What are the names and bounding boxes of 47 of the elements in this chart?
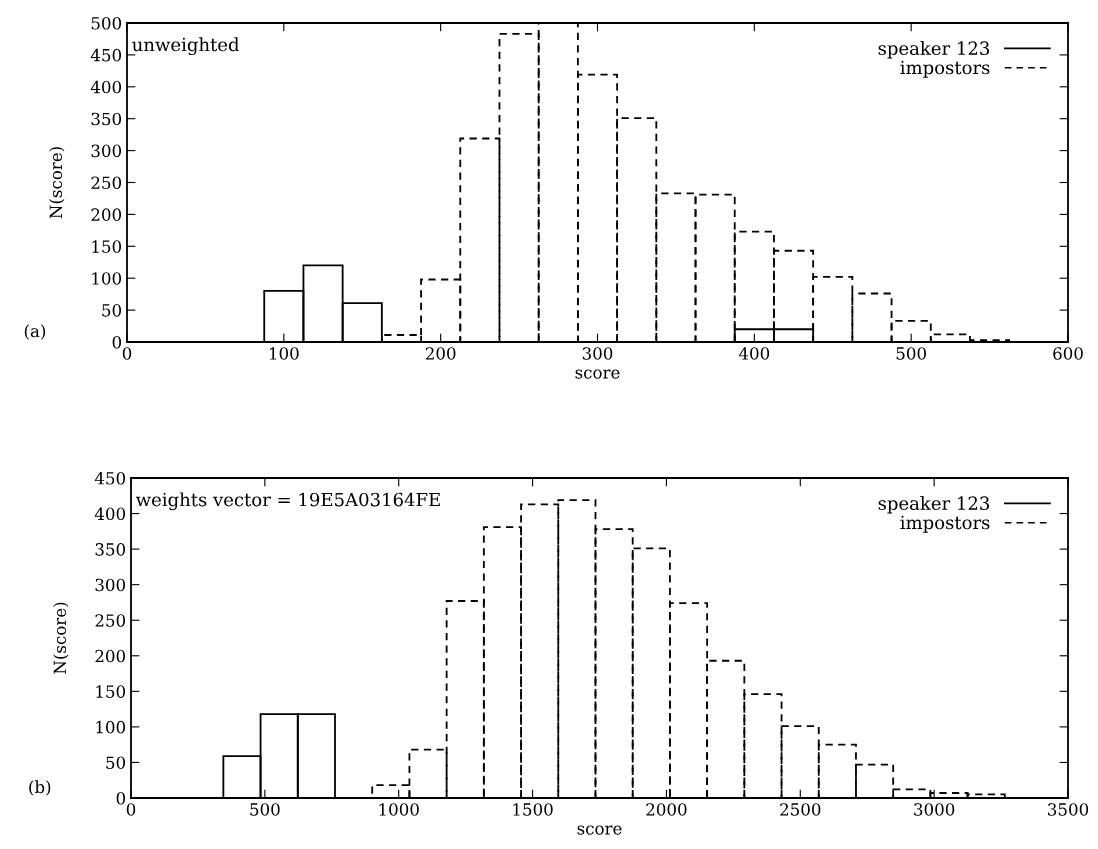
text: (b) xyxy=(29,780,51,796)
y-tick-label: 100 xyxy=(96,720,126,734)
y-tick-label: 450 xyxy=(90,48,122,62)
text: (a) xyxy=(24,324,46,340)
y-tick-label: 50 xyxy=(106,756,126,770)
y-tick-label: 100 xyxy=(92,272,122,285)
y-tick-label: 350 xyxy=(91,112,122,126)
y-tick-label: 300 xyxy=(95,578,126,592)
x-tick-label: 300 xyxy=(582,347,613,360)
y-tick-label: 0 xyxy=(116,791,126,805)
x-tick-label: 2500 xyxy=(780,803,821,816)
y-tick-label: 250 xyxy=(95,614,126,627)
y-tick-label: 200 xyxy=(91,208,122,221)
y-tick-label: 400 xyxy=(90,80,122,94)
y-tick-label: 0 xyxy=(112,335,122,349)
x-tick-label: 1500 xyxy=(513,803,553,816)
y-tick-label: 250 xyxy=(91,176,122,190)
y-tick-label: 150 xyxy=(92,240,122,253)
y-tick-label: 50 xyxy=(102,304,122,317)
x-tick-label: 2000 xyxy=(646,803,687,816)
x-tick-label: 1000 xyxy=(379,803,419,816)
y-tick-label: 400 xyxy=(94,507,126,521)
legend-label: speaker 123 xyxy=(878,41,990,59)
x-tick-label: 100 xyxy=(269,347,299,360)
y-tick-label: 200 xyxy=(95,649,126,663)
x-tick-label: 3500 xyxy=(1048,803,1089,816)
annotation: weights vector = 19E5A03164FE xyxy=(135,492,440,511)
legend-label: impostors xyxy=(900,60,990,78)
y-tick-label: 350 xyxy=(95,543,126,556)
x-tick-label: 0 xyxy=(126,803,136,816)
x-axis-title: score xyxy=(575,369,620,379)
y-axis-title: N(score) xyxy=(53,602,69,674)
y-tick-label: 300 xyxy=(91,144,122,158)
legend-label: impostors xyxy=(900,515,990,533)
y-tick-label: 150 xyxy=(96,685,126,698)
x-tick-label: 600 xyxy=(1053,347,1083,360)
annotation: unweighted xyxy=(132,37,240,56)
legend-label: speaker 123 xyxy=(878,496,990,514)
y-axis-title: N(score) xyxy=(49,147,65,219)
x-tick-label: 400 xyxy=(738,347,770,360)
y-tick-label: 500 xyxy=(91,16,122,30)
y-tick-label: 450 xyxy=(94,471,126,485)
x-tick-label: 3000 xyxy=(914,803,955,816)
x-tick-label: 500 xyxy=(896,347,926,360)
x-axis-title: score xyxy=(577,825,622,835)
x-tick-label: 200 xyxy=(425,347,456,360)
x-tick-label: 500 xyxy=(250,803,280,816)
